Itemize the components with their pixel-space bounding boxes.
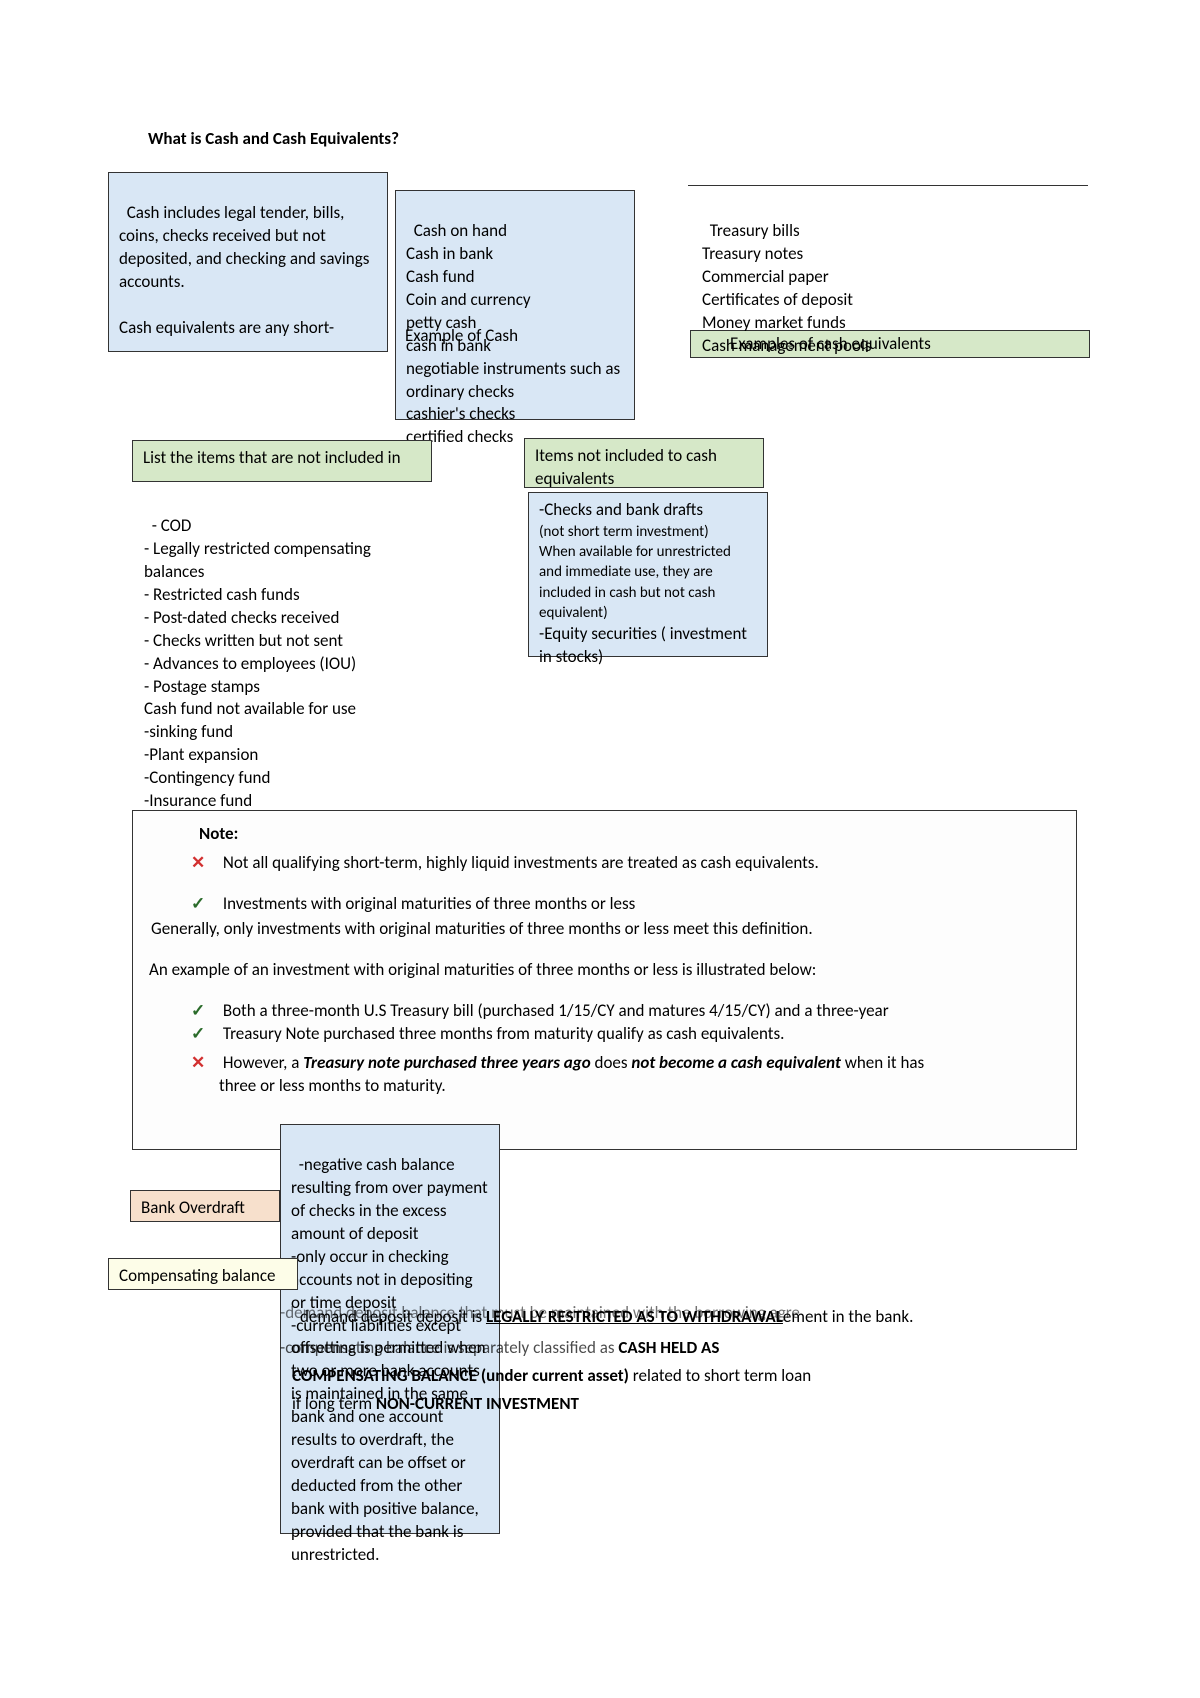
note-box: Note: ✕ Not all qualifying short-term, h… bbox=[132, 810, 1077, 1150]
cash-examples-box: Cash on hand Cash in bank Cash fund Coin… bbox=[395, 190, 635, 420]
cash-examples-overlay: Example of Cash bbox=[405, 325, 518, 348]
not-cash-body: - COD - Legally restricted compensating … bbox=[144, 492, 424, 836]
comp-label-box: Compensating balance bbox=[108, 1258, 298, 1290]
note-x2c: does bbox=[591, 1052, 632, 1073]
comp-body: -demand deposit balance that must be mai… bbox=[280, 1300, 980, 1432]
not-equiv-line1: -Checks and bank drafts bbox=[539, 499, 757, 522]
not-equiv-question: Items not included to cash equivalents bbox=[524, 438, 764, 488]
check-icon: ✓ bbox=[191, 1000, 219, 1023]
note-x2d: not become a cash equivalent bbox=[631, 1052, 840, 1073]
cross-icon: ✕ bbox=[191, 852, 219, 875]
right-border-fragment bbox=[688, 185, 1088, 187]
comp-line4-b: NON-CURRENT INVESTMENT bbox=[376, 1393, 579, 1414]
note-c1: Investments with original maturities of … bbox=[223, 893, 635, 914]
not-equiv-body: -Checks and bank drafts (not short term … bbox=[528, 492, 768, 657]
overdraft-label-box: Bank Overdraft bbox=[130, 1190, 280, 1222]
comp-line1-b: LEGALLY RESTRICTED AS TO WITHDRAWAL bbox=[486, 1306, 783, 1327]
note-x1: Not all qualifying short-term, highly li… bbox=[223, 852, 819, 873]
check-icon: ✓ bbox=[191, 893, 219, 916]
comp-line3-a: COMPENSATING BALANCE (under current asse… bbox=[292, 1365, 629, 1386]
not-equiv-line2: -Equity securities ( investment in stock… bbox=[539, 623, 757, 669]
note-x2e: when it has bbox=[841, 1052, 924, 1073]
title-question: What is Cash and Cash Equivalents? bbox=[148, 128, 408, 151]
check-icon: ✓ bbox=[191, 1023, 219, 1046]
note-c3: Treasury Note purchased three months fro… bbox=[223, 1023, 785, 1044]
note-x2a: However, a bbox=[223, 1052, 303, 1073]
note-ex-intro: An example of an investment with origina… bbox=[149, 959, 1060, 982]
note-gen: Generally, only investments with origina… bbox=[151, 918, 1060, 941]
definition-box: Cash includes legal tender, bills, coins… bbox=[108, 172, 388, 352]
cash-equiv-label: Examples of cash equivalents bbox=[730, 333, 931, 356]
title-text: What is Cash and Cash Equivalents? bbox=[148, 128, 399, 149]
comp-line2-b: CASH HELD AS bbox=[618, 1337, 719, 1358]
definition-text: Cash includes legal tender, bills, coins… bbox=[119, 202, 373, 338]
note-x2-tail: three or less months to maturity. bbox=[219, 1075, 1060, 1098]
cross-icon: ✕ bbox=[191, 1052, 219, 1075]
note-x2b: Treasury note purchased three years ago bbox=[303, 1052, 590, 1073]
not-equiv-small: (not short term investment) When availab… bbox=[539, 522, 757, 623]
not-cash-question: List the items that are not included in bbox=[132, 440, 432, 482]
note-label: Note: bbox=[199, 823, 1060, 846]
note-c2: Both a three-month U.S Treasury bill (pu… bbox=[223, 1000, 889, 1021]
